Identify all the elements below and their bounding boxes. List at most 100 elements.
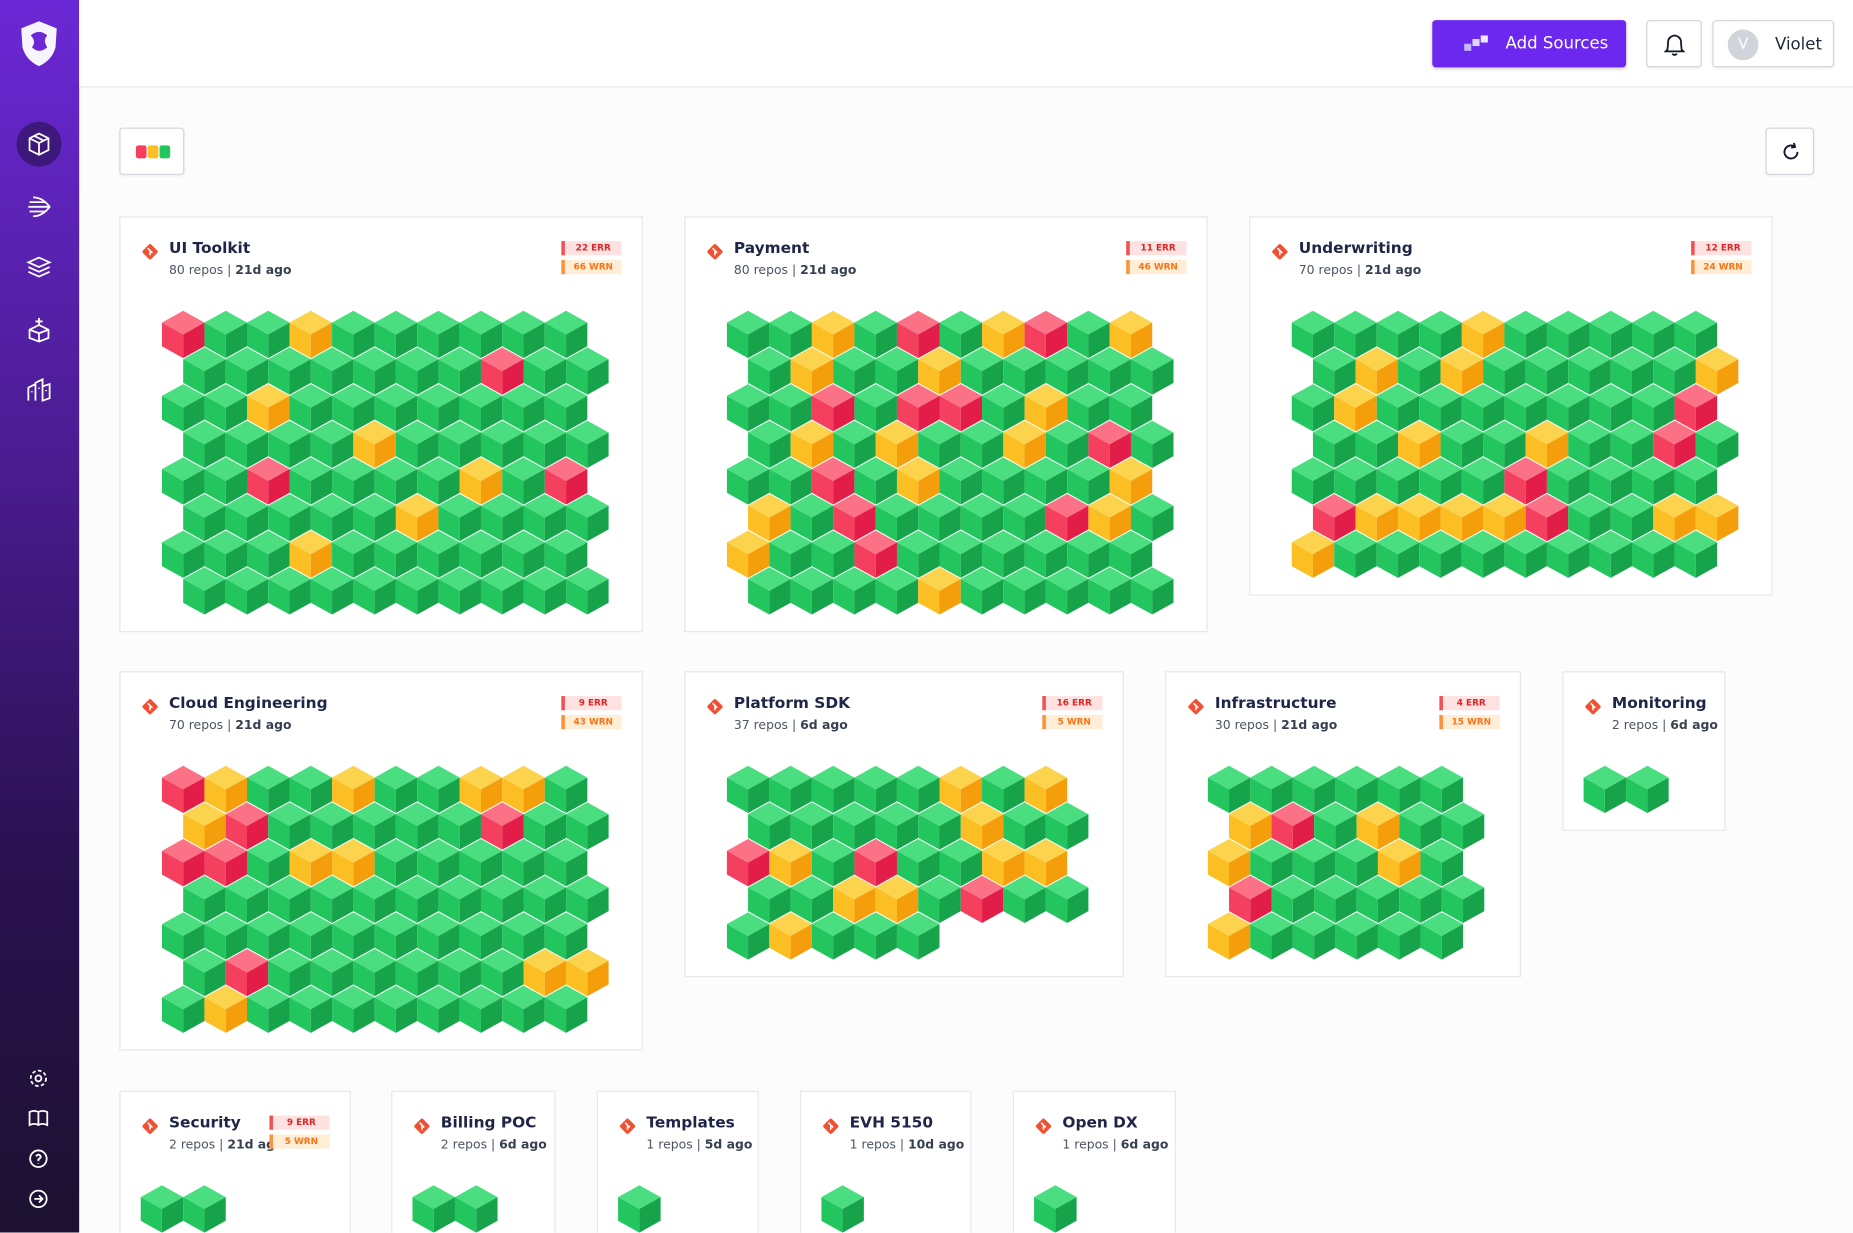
- repo-cube[interactable]: [1292, 765, 1336, 814]
- repo-cube[interactable]: [833, 347, 876, 395]
- add-sources-button[interactable]: Add Sources: [1432, 20, 1627, 68]
- repo-cube[interactable]: [225, 948, 269, 997]
- repo-cube[interactable]: [1461, 530, 1505, 578]
- repo-cube[interactable]: [225, 802, 269, 850]
- repo-card[interactable]: Platform SDK 37 repos | 6d ago 16 ERR 5 WRN: [684, 671, 1124, 978]
- repo-cube[interactable]: [1250, 912, 1293, 960]
- repo-cube[interactable]: [289, 912, 333, 960]
- repo-cube[interactable]: [502, 985, 545, 1033]
- repo-cube[interactable]: [161, 530, 205, 578]
- repo-cube[interactable]: [268, 948, 311, 997]
- repo-cube[interactable]: [161, 310, 205, 359]
- repo-cube[interactable]: [374, 912, 418, 960]
- repo-cube[interactable]: [939, 530, 983, 578]
- repo-cube[interactable]: [918, 347, 961, 395]
- repo-cube[interactable]: [268, 493, 311, 542]
- repo-cube[interactable]: [1568, 420, 1611, 468]
- repo-cube[interactable]: [1377, 839, 1421, 887]
- repo-cube[interactable]: [225, 493, 269, 542]
- repo-cube[interactable]: [523, 493, 567, 542]
- repo-cube[interactable]: [769, 765, 812, 814]
- repo-cube[interactable]: [1271, 802, 1315, 850]
- repo-cube[interactable]: [726, 384, 770, 432]
- repo-cube[interactable]: [374, 985, 418, 1033]
- repo-cube[interactable]: [1292, 912, 1336, 960]
- repo-cube[interactable]: [332, 912, 375, 960]
- repo-cube[interactable]: [480, 948, 524, 997]
- repo-cube[interactable]: [1355, 420, 1399, 468]
- repo-cube[interactable]: [1355, 347, 1399, 395]
- repo-cube[interactable]: [566, 802, 609, 850]
- repo-cube[interactable]: [566, 948, 609, 997]
- repo-cube[interactable]: [918, 875, 961, 923]
- repo-cube[interactable]: [1420, 839, 1464, 887]
- repo-cube[interactable]: [1292, 839, 1336, 887]
- repo-cube[interactable]: [1207, 765, 1251, 814]
- repo-cube[interactable]: [332, 530, 375, 578]
- repo-cube[interactable]: [1399, 875, 1442, 923]
- repo-cube[interactable]: [289, 765, 333, 814]
- repo-cube[interactable]: [790, 347, 834, 395]
- repo-cube[interactable]: [1653, 493, 1696, 542]
- repo-cube[interactable]: [459, 765, 503, 814]
- repo-cube[interactable]: [854, 912, 897, 960]
- repo-card[interactable]: Payment 80 repos | 21d ago 11 ERR 46 WRN: [684, 216, 1208, 633]
- repo-cube[interactable]: [1003, 347, 1046, 395]
- logout-icon[interactable]: [28, 1189, 48, 1209]
- repo-cube[interactable]: [833, 493, 876, 542]
- repo-cube[interactable]: [748, 347, 791, 395]
- repo-cube[interactable]: [726, 839, 770, 887]
- refresh-button[interactable]: [1765, 127, 1815, 175]
- repo-cube[interactable]: [1130, 347, 1174, 395]
- repo-cube[interactable]: [1130, 567, 1174, 615]
- repo-cube[interactable]: [939, 310, 983, 359]
- repo-cube[interactable]: [769, 530, 812, 578]
- repo-cube[interactable]: [811, 912, 855, 960]
- repo-cube[interactable]: [1045, 347, 1089, 395]
- repo-cube[interactable]: [204, 765, 247, 814]
- repo-cube[interactable]: [1130, 420, 1174, 468]
- repo-cube[interactable]: [1610, 347, 1654, 395]
- repo-cube[interactable]: [790, 493, 834, 542]
- repo-cube[interactable]: [395, 347, 439, 395]
- repo-cube[interactable]: [566, 420, 609, 468]
- repo-cube[interactable]: [790, 875, 834, 923]
- repo-cube[interactable]: [1356, 802, 1400, 850]
- repo-cube[interactable]: [811, 457, 855, 505]
- repo-cube[interactable]: [1589, 310, 1633, 359]
- repo-cube[interactable]: [161, 765, 205, 814]
- repo-cube[interactable]: [1420, 912, 1464, 960]
- repo-cube[interactable]: [374, 765, 418, 814]
- repo-cube[interactable]: [332, 765, 375, 814]
- repo-cube[interactable]: [502, 839, 545, 887]
- repo-cube[interactable]: [769, 457, 812, 505]
- repo-cube[interactable]: [374, 839, 418, 887]
- repo-cube[interactable]: [1024, 765, 1068, 814]
- repo-cube[interactable]: [833, 875, 876, 923]
- user-menu[interactable]: V Violet: [1712, 20, 1835, 68]
- repo-cube[interactable]: [1568, 347, 1611, 395]
- repo-cube[interactable]: [417, 530, 460, 578]
- repo-cube[interactable]: [1355, 493, 1399, 542]
- repo-cube[interactable]: [1546, 530, 1590, 578]
- repo-cube[interactable]: [1314, 875, 1357, 923]
- repo-cube[interactable]: [310, 493, 354, 542]
- repo-cube[interactable]: [523, 802, 567, 850]
- repo-cube[interactable]: [544, 530, 588, 578]
- repo-cube[interactable]: [1461, 310, 1505, 359]
- repo-cube[interactable]: [1109, 310, 1153, 359]
- repo-cube[interactable]: [1546, 457, 1590, 505]
- repo-cube[interactable]: [225, 420, 269, 468]
- repo-cube[interactable]: [769, 839, 812, 887]
- repo-cube[interactable]: [1045, 420, 1089, 468]
- repo-cube[interactable]: [353, 802, 396, 850]
- repo-cube[interactable]: [1626, 765, 1669, 814]
- repo-card[interactable]: UI Toolkit 80 repos | 21d ago 22 ERR 66 WRN: [119, 216, 643, 633]
- repo-cube[interactable]: [1483, 347, 1526, 395]
- repo-cube[interactable]: [566, 875, 609, 923]
- repo-card[interactable]: Monitoring 2 repos | 6d ago: [1562, 671, 1726, 831]
- repo-cube[interactable]: [353, 347, 396, 395]
- repo-cube[interactable]: [1003, 493, 1046, 542]
- repo-cube[interactable]: [1024, 530, 1068, 578]
- repo-cube[interactable]: [1130, 493, 1174, 542]
